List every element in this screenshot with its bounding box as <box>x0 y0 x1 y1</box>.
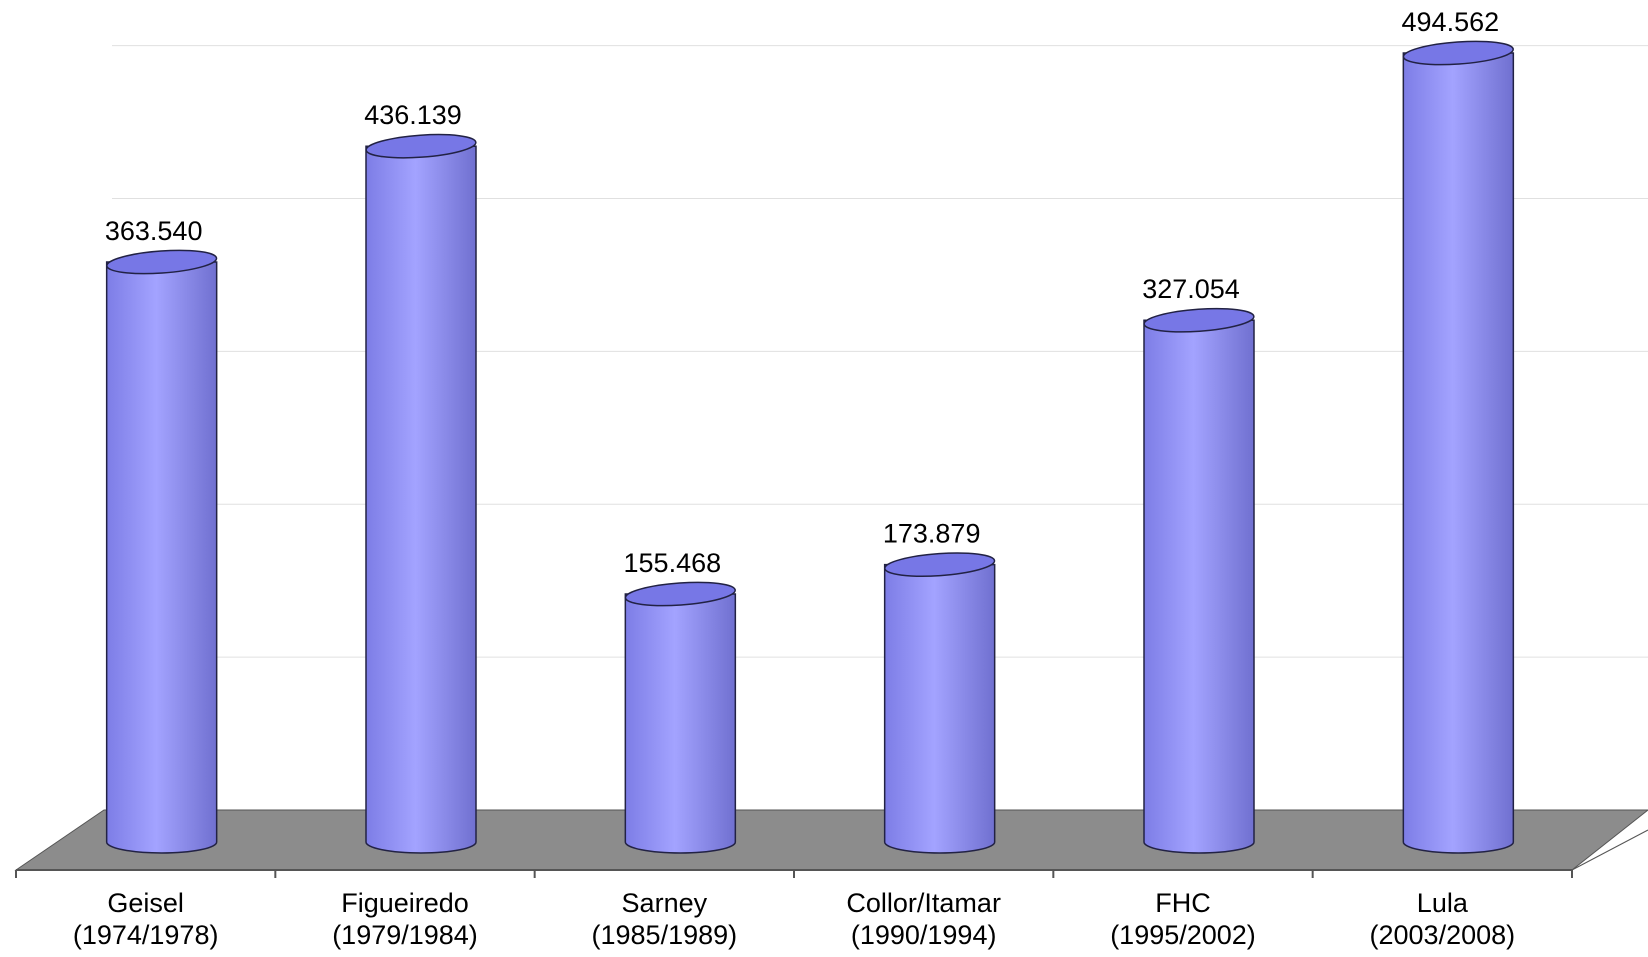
bar-top <box>106 249 218 275</box>
data-label: 494.562 <box>1402 7 1500 37</box>
bar-top <box>884 552 996 577</box>
category-period: (1985/1989) <box>592 920 738 950</box>
floor-edge <box>1571 829 1648 871</box>
bar-body <box>365 145 477 854</box>
bars <box>105 40 1515 854</box>
data-label: 436.139 <box>364 100 462 130</box>
category-labels: Geisel(1974/1978) Figueiredo(1979/1984) Sa… <box>73 888 1515 950</box>
data-label: 155.468 <box>624 548 722 578</box>
bar-top <box>624 581 736 607</box>
data-labels: 363.540 436.139 155.468 173.879 327.054 494.5… <box>105 7 1499 578</box>
bar-top <box>1143 307 1255 333</box>
data-label: 327.054 <box>1142 274 1240 304</box>
category-period: (2003/2008) <box>1370 920 1516 950</box>
bar-top <box>365 133 477 159</box>
category-period: (1974/1978) <box>73 920 219 950</box>
category-name: Collor/Itamar <box>846 888 1001 918</box>
bar-body <box>1402 52 1515 854</box>
bar-body <box>1143 319 1255 854</box>
category-name: Geisel <box>107 888 184 918</box>
category-period: (1990/1994) <box>851 920 997 950</box>
bar <box>365 133 477 854</box>
bar <box>1143 307 1255 854</box>
bar <box>624 581 737 854</box>
data-label: 363.540 <box>105 216 203 246</box>
bar <box>1402 40 1515 854</box>
category-period: (1979/1984) <box>332 920 478 950</box>
category-name: Lula <box>1417 888 1469 918</box>
category-name: FHC <box>1155 888 1211 918</box>
category-name: Figueiredo <box>341 888 469 918</box>
bar-body <box>883 563 996 854</box>
data-label: 173.879 <box>883 519 981 549</box>
bar-body <box>624 593 737 854</box>
x-axis <box>15 869 1573 878</box>
bar-body <box>105 261 218 854</box>
bar <box>105 249 218 854</box>
category-period: (1995/2002) <box>1110 920 1256 950</box>
bar-top <box>1402 40 1514 66</box>
category-name: Sarney <box>622 888 708 918</box>
bar <box>883 552 996 854</box>
